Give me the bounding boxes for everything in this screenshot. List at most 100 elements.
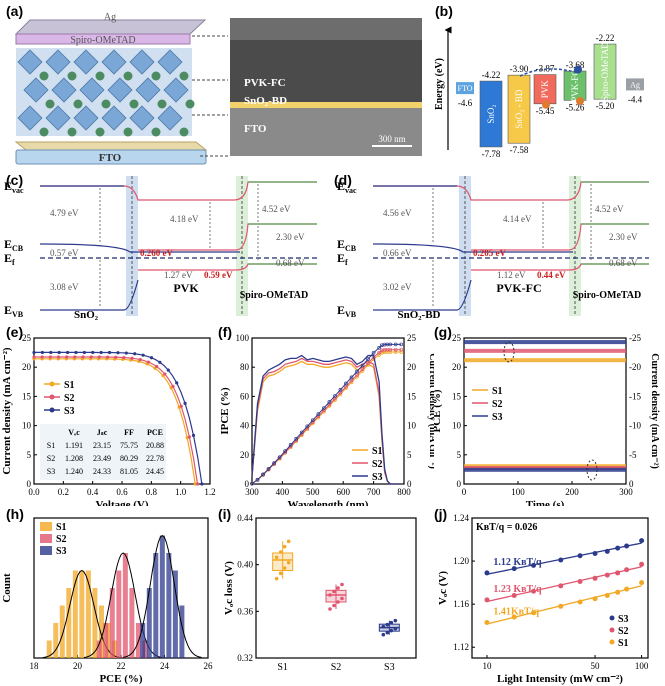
energy-value-label: 4.14 eV [503, 214, 532, 224]
device-schematic: Ag Spiro-OMeTAD FTO [14, 12, 228, 165]
plot-frame [463, 337, 627, 485]
table-cell: 1.191 [65, 441, 83, 450]
legend-label: S3 [56, 546, 67, 557]
energy-axis-label: Ef [4, 251, 15, 267]
energy-value-label: 0.44 eV [537, 270, 566, 280]
voc-point-S3 [558, 557, 564, 563]
box-point [286, 539, 291, 544]
panel-f-chart: 300 400 500 600 700 800020406080100Wavelength… [219, 333, 434, 506]
box-point [340, 596, 344, 601]
voc-point-S2 [531, 588, 537, 594]
table-cell: 24.45 [146, 467, 164, 476]
histogram-bar-S1 [98, 605, 104, 658]
x-tick-label: 10 [482, 661, 492, 671]
legend-marker [49, 381, 55, 387]
integrated-jsc-point [338, 387, 343, 392]
x-tick-label: 0.8 [146, 487, 158, 497]
jv-point [124, 351, 128, 355]
jv-point [74, 350, 78, 355]
integrated-jsc-point [310, 418, 315, 423]
voc-point-S1 [558, 603, 564, 609]
energy-value-label: 0.205 eV [473, 248, 506, 258]
electrode-level-label: -4.6 [458, 98, 473, 108]
cb-line [39, 243, 240, 253]
panel-label-i: (i) [218, 506, 232, 522]
panel-label-e: (e) [6, 324, 24, 340]
energy-value-label: 0.260 eV [140, 248, 173, 258]
energy-value-label: 4.79 eV [50, 208, 79, 218]
cation-sphere [179, 71, 189, 81]
octahedron [101, 105, 127, 131]
histogram-bar-S3 [153, 553, 159, 658]
y-tick-label: 0.44 [237, 513, 253, 523]
y-axis-label: Vₒc loss (V) [223, 561, 235, 615]
histogram-bar-S2 [122, 553, 128, 658]
box-point [328, 607, 332, 611]
plot-frame [255, 517, 417, 659]
jv-point [191, 433, 196, 437]
octahedron [163, 77, 189, 103]
y-tick-label: 80 [240, 362, 250, 372]
panel-label-d: (d) [334, 172, 352, 188]
box-point [274, 555, 279, 560]
vb-level-label: -7.58 [510, 145, 529, 155]
integrated-jsc-point [355, 372, 359, 377]
panel-label-c: (c) [6, 172, 24, 188]
jv-point [82, 350, 86, 355]
integrated-jsc-point [272, 461, 276, 465]
cation-sphere [73, 99, 83, 109]
octahedron [129, 49, 155, 75]
voc-point-S3 [511, 566, 517, 572]
voc-point-S1 [604, 593, 610, 599]
box-point [393, 618, 398, 623]
voc-point-S2 [511, 593, 517, 599]
voc-point-S3 [624, 543, 630, 549]
table-cell: 75.75 [120, 441, 138, 450]
panel-label-j: (j) [434, 506, 448, 522]
jv-point [48, 355, 52, 359]
histogram-bar-S1 [72, 570, 78, 658]
panel-label-b: (b) [435, 3, 453, 19]
electrode-level [456, 82, 474, 95]
jv-point [89, 355, 93, 359]
panel-label-a: (a) [6, 3, 24, 19]
tem-image: PVK-FC SnO₂-BD FTO 300 nm [230, 18, 422, 156]
voc-point-S2 [577, 579, 583, 585]
voc-point-S1 [639, 580, 645, 586]
voc-point-S3 [639, 538, 645, 544]
x-tick-label: 1.0 [175, 487, 187, 497]
panel-label-h: (h) [6, 506, 24, 522]
layer-label: PVK-FC [496, 281, 541, 295]
x-tick-label: 0.6 [116, 487, 128, 497]
x-tick-label: 700 [367, 487, 381, 497]
y2-tick-label: 20 [407, 362, 417, 372]
voc-point-S2 [558, 583, 564, 589]
jv-point [158, 360, 162, 364]
y-tick-label: 0 [245, 479, 250, 489]
voc-point-S3 [592, 551, 598, 557]
voc-point-S2 [592, 575, 598, 581]
histogram-bar-S3 [159, 535, 165, 658]
octahedron [107, 77, 133, 103]
x-axis-label: Wavelength (nm) [288, 499, 369, 506]
octahedron [17, 49, 43, 75]
integrated-jsc-point [366, 361, 370, 365]
y-axis-label: Count [1, 573, 13, 603]
octahedron [157, 49, 183, 75]
integrated-jsc-point [250, 481, 254, 486]
cation-sphere [95, 71, 105, 81]
y-tick-label: 0 [457, 479, 462, 489]
cation-sphere [151, 71, 161, 81]
octahedron [73, 49, 99, 75]
histogram-bar-S1 [85, 570, 91, 658]
legend-label: S1 [56, 522, 67, 533]
octahedron [129, 105, 155, 131]
histogram-bar-S3 [166, 553, 172, 658]
fto-label: FTO [99, 152, 122, 164]
histogram-bar-S3 [172, 570, 178, 658]
integrated-jsc-point [305, 424, 310, 429]
table-cell: 1.208 [65, 454, 83, 463]
energy-value-label: 4.56 eV [383, 208, 412, 218]
octahedron [73, 105, 99, 131]
y-axis-label: Current density (mA cm⁻²) [1, 347, 13, 474]
